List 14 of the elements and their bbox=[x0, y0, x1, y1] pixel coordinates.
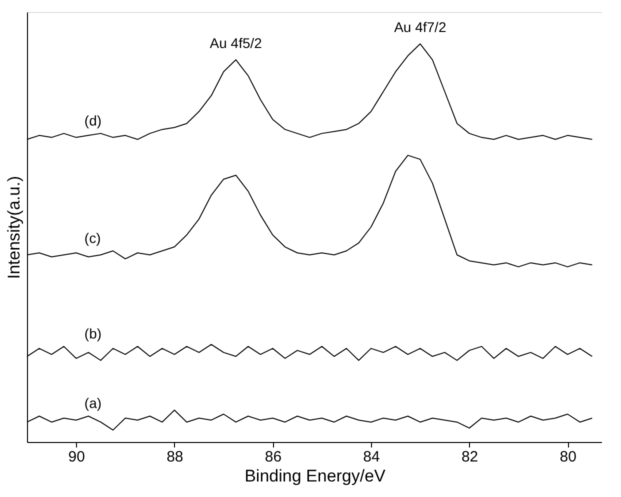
y-axis-title: Intensity(a.u.) bbox=[4, 176, 24, 279]
annotation: Au 4f7/2 bbox=[394, 18, 446, 35]
x-tick-label: 88 bbox=[166, 448, 184, 466]
annotation: Au 4f5/2 bbox=[210, 34, 262, 51]
series-label: (d) bbox=[84, 112, 102, 128]
x-axis-title: Binding Energy/eV bbox=[244, 466, 386, 486]
x-tick-label: 84 bbox=[363, 448, 380, 466]
x-tick-label: 82 bbox=[461, 448, 478, 466]
series-label: (a) bbox=[84, 395, 102, 412]
x-tick-label: 86 bbox=[264, 448, 282, 466]
x-tick-label: 80 bbox=[560, 448, 576, 466]
series-label: (c) bbox=[84, 230, 101, 246]
x-tick-label: 90 bbox=[68, 448, 85, 466]
series-label: (b) bbox=[84, 325, 102, 342]
